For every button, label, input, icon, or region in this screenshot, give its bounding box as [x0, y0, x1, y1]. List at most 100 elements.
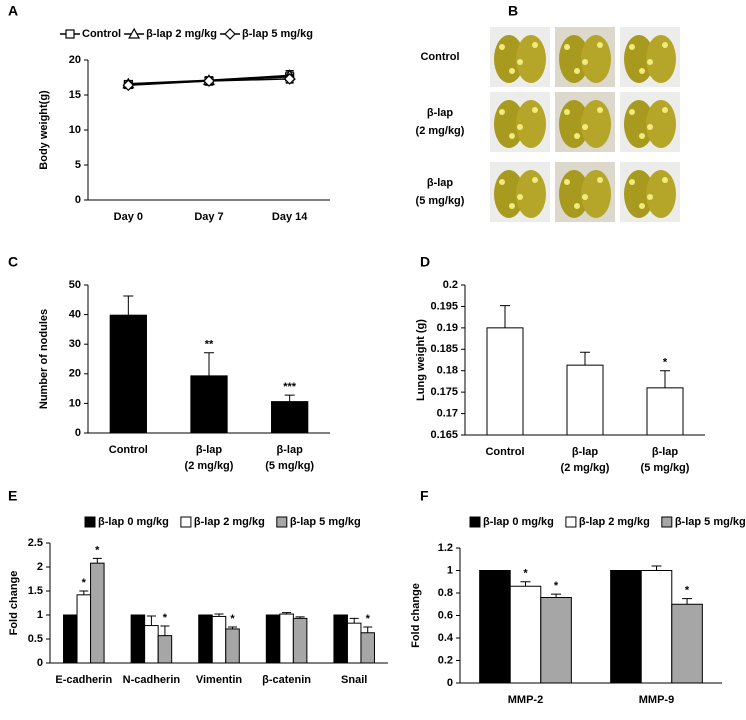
legend-label: β-lap 0 mg/kg [483, 516, 554, 528]
row-label: (2 mg/kg) [416, 125, 465, 137]
nodule [509, 68, 515, 74]
significance: * [82, 577, 87, 589]
y-tick-label: 0 [75, 427, 81, 439]
bar [130, 614, 146, 664]
x-tick-label: β-lap [572, 446, 599, 458]
x-tick-label: Vimentin [196, 674, 243, 686]
y-axis-label: Fold change [8, 571, 20, 636]
error-bar [500, 305, 510, 328]
nodule [639, 203, 645, 209]
error-bar [282, 612, 292, 615]
nodule [517, 59, 523, 65]
nodule [639, 133, 645, 139]
nodule [639, 68, 645, 74]
x-tick-label: MMP-2 [508, 694, 543, 706]
bar [198, 614, 213, 664]
nodule [629, 179, 635, 185]
y-tick-label: 10 [69, 124, 81, 136]
y-tick-label: 1 [37, 609, 43, 621]
error-bar [160, 625, 170, 636]
nodule [564, 44, 570, 50]
error-bar [92, 557, 102, 564]
significance: * [366, 613, 371, 625]
bar [190, 375, 228, 434]
x-tick-label: (2 mg/kg) [185, 460, 234, 472]
error-bar [520, 581, 531, 587]
error-bar [214, 613, 224, 617]
nodule [532, 177, 538, 183]
nodule [517, 194, 523, 200]
lung-lobe [516, 35, 546, 83]
y-tick-label: 0.18 [437, 365, 458, 377]
lung-lobe [646, 35, 676, 83]
legend-marker [128, 27, 141, 39]
y-tick-label: 0.195 [430, 300, 458, 312]
nodule [499, 109, 505, 115]
bar [211, 615, 227, 664]
panel-letter: C [8, 254, 18, 270]
y-tick-label: 0.2 [443, 279, 458, 291]
nodule [597, 177, 603, 183]
bar [225, 628, 240, 664]
bar [333, 614, 348, 664]
bar [486, 327, 524, 436]
significance: * [685, 585, 690, 597]
y-tick-label: 0 [75, 194, 81, 206]
bar [640, 570, 673, 684]
nodule [574, 203, 580, 209]
y-tick-label: 20 [69, 54, 81, 66]
bar [265, 614, 281, 664]
nodule [564, 109, 570, 115]
lung-lobe [516, 170, 546, 218]
y-tick-label: 0.165 [430, 429, 458, 441]
marker [283, 73, 296, 85]
panel-letter: F [420, 488, 429, 504]
significance: * [230, 613, 235, 625]
nodule [582, 194, 588, 200]
y-axis-label: Body weight(g) [38, 90, 50, 170]
error-bar [204, 352, 214, 376]
legend-swatch [661, 516, 673, 528]
x-tick-label: Day 0 [114, 211, 143, 223]
lung-lobe [516, 100, 546, 148]
y-tick-label: 0.17 [437, 407, 458, 419]
significance: * [663, 357, 668, 369]
nodule [532, 42, 538, 48]
x-tick-label: (2 mg/kg) [561, 462, 610, 474]
bar [157, 635, 173, 664]
y-tick-label: 0 [447, 677, 453, 689]
significance: *** [283, 381, 297, 393]
y-axis-label: Lung weight (g) [415, 319, 427, 401]
bar [346, 622, 362, 664]
y-tick-label: 1.5 [28, 585, 43, 597]
legend-swatch [565, 516, 577, 528]
legend-swatch [276, 516, 288, 528]
nodule [509, 203, 515, 209]
panel-letter: B [508, 3, 518, 19]
legend-label: β-lap 5 mg/kg [242, 28, 313, 40]
x-tick-label: β-lap [277, 444, 304, 456]
x-tick-label: Day 7 [194, 211, 223, 223]
y-axis-label: Fold change [410, 583, 422, 648]
y-tick-label: 0.175 [430, 386, 458, 398]
y-tick-label: 5 [75, 159, 81, 171]
significance: * [163, 612, 168, 624]
nodule [564, 179, 570, 185]
legend-label: β-lap 2 mg/kg [146, 28, 217, 40]
bar [610, 570, 642, 684]
error-bar [123, 295, 134, 316]
nodule [647, 194, 653, 200]
error-bar [551, 593, 562, 598]
panel-letter: D [420, 254, 430, 270]
x-tick-label: E-cadherin [55, 674, 112, 686]
legend-label: β-lap 5 mg/kg [290, 516, 361, 528]
error-bar [79, 590, 89, 595]
row-label: β-lap [427, 177, 454, 189]
legend-swatch [180, 516, 192, 528]
row-label: (5 mg/kg) [416, 195, 465, 207]
bar [109, 314, 147, 434]
y-tick-label: 0 [37, 657, 43, 669]
y-tick-label: 10 [69, 397, 81, 409]
nodule [574, 133, 580, 139]
